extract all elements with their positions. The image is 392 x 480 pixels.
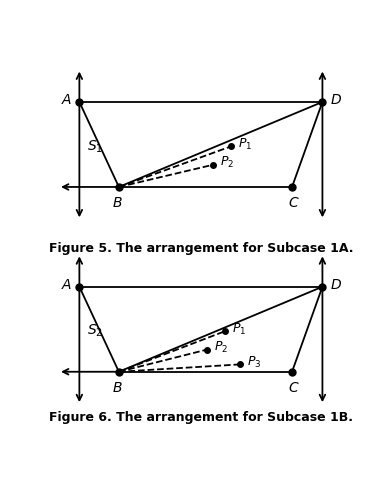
Text: $B$: $B$ [112,196,123,210]
Text: $A$: $A$ [60,278,72,292]
Text: $P_1$: $P_1$ [238,137,252,152]
Text: $B$: $B$ [112,381,123,395]
Text: $C$: $C$ [288,381,299,395]
Text: Figure 5. The arrangement for Subcase 1A.: Figure 5. The arrangement for Subcase 1A… [49,242,353,255]
Text: $D$: $D$ [330,93,342,107]
Text: $C$: $C$ [288,196,299,210]
Text: $S_1$: $S_1$ [87,138,103,155]
Text: $P_3$: $P_3$ [247,355,261,370]
Text: $P_1$: $P_1$ [232,322,246,337]
Text: $P_2$: $P_2$ [214,340,228,355]
Text: Figure 6. The arrangement for Subcase 1B.: Figure 6. The arrangement for Subcase 1B… [49,410,353,423]
Text: $P_2$: $P_2$ [220,156,234,170]
Text: $S_2$: $S_2$ [87,323,103,339]
Text: $A$: $A$ [60,93,72,107]
Text: $D$: $D$ [330,278,342,292]
